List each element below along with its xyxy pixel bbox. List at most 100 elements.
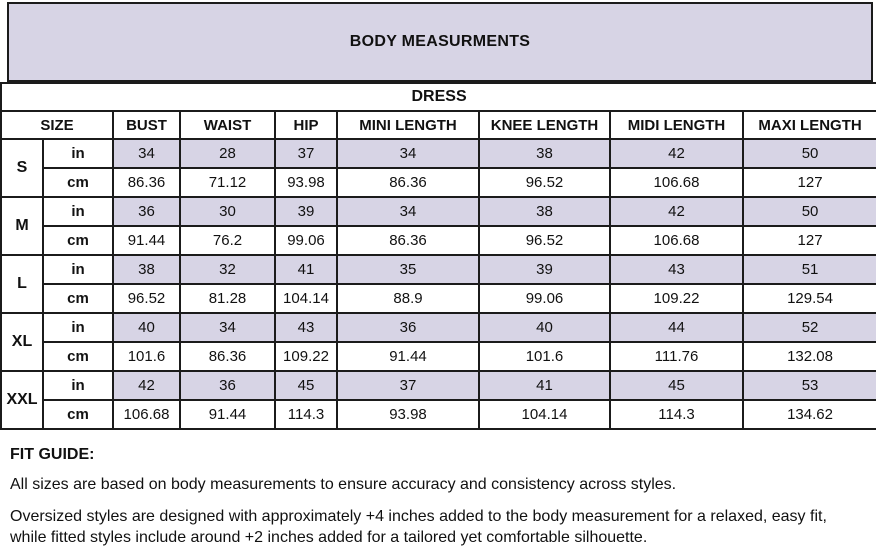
col-header-bust: BUST <box>112 110 181 140</box>
measurement-cell: 53 <box>741 370 876 401</box>
measurement-cell: 91.44 <box>336 341 480 372</box>
unit-cm-label: cm <box>42 225 114 256</box>
measurement-cell: 42 <box>609 196 744 227</box>
size-label-xxl: XXL <box>0 370 44 430</box>
size-xl-in-row: XL in 40 34 43 36 40 44 52 <box>0 312 876 372</box>
measurement-cell: 34 <box>336 138 480 169</box>
unit-in-label: in <box>42 312 114 343</box>
measurement-cell: 127 <box>741 225 876 256</box>
measurement-cell: 32 <box>179 254 276 285</box>
size-label-l: L <box>0 254 44 314</box>
measurement-cell: 99.06 <box>478 283 611 314</box>
measurement-cell: 34 <box>179 312 276 343</box>
measurement-cell: 93.98 <box>336 399 480 430</box>
measurement-cell: 38 <box>478 138 611 169</box>
measurement-cell: 109.22 <box>609 283 744 314</box>
measurement-cell: 91.44 <box>179 399 276 430</box>
col-header-mini-length: MINI LENGTH <box>336 110 480 140</box>
measurement-cell: 132.08 <box>741 341 876 372</box>
measurement-cell: 43 <box>274 312 338 343</box>
measurement-cell: 96.52 <box>478 225 611 256</box>
measurement-cell: 39 <box>478 254 611 285</box>
measurement-cell: 42 <box>112 370 181 401</box>
measurement-cell: 86.36 <box>112 167 181 198</box>
size-s-in-row: S in 34 28 37 34 38 42 50 <box>0 138 876 198</box>
size-l-in-row: L in 38 32 41 35 39 43 51 <box>0 254 876 314</box>
measurement-cell: 106.68 <box>609 225 744 256</box>
size-m-cm-row: cm 91.44 76.2 99.06 86.36 96.52 106.68 1… <box>1 225 876 256</box>
fit-guide-section: FIT GUIDE: All sizes are based on body m… <box>0 430 876 548</box>
col-header-size: SIZE <box>0 110 114 140</box>
unit-in-label: in <box>42 138 114 169</box>
measurement-cell: 38 <box>112 254 181 285</box>
measurement-cell: 101.6 <box>112 341 181 372</box>
measurement-cell: 30 <box>179 196 276 227</box>
measurement-cell: 52 <box>741 312 876 343</box>
measurement-cell: 86.36 <box>336 225 480 256</box>
measurement-cell: 96.52 <box>478 167 611 198</box>
size-l-cm-row: cm 96.52 81.28 104.14 88.9 99.06 109.22 … <box>1 283 876 314</box>
col-header-knee-length: KNEE LENGTH <box>478 110 611 140</box>
unit-in-label: in <box>42 370 114 401</box>
measurement-cell: 42 <box>609 138 744 169</box>
col-header-waist: WAIST <box>179 110 276 140</box>
measurement-cell: 96.52 <box>112 283 181 314</box>
measurement-cell: 34 <box>112 138 181 169</box>
size-xl-cm-row: cm 101.6 86.36 109.22 91.44 101.6 111.76… <box>1 341 876 372</box>
unit-cm-label: cm <box>42 283 114 314</box>
measurement-cell: 36 <box>112 196 181 227</box>
measurement-cell: 106.68 <box>112 399 181 430</box>
measurement-cell: 129.54 <box>741 283 876 314</box>
measurement-cell: 99.06 <box>274 225 338 256</box>
measurement-cell: 111.76 <box>609 341 744 372</box>
page-title: BODY MEASURMENTS <box>349 33 531 50</box>
measurement-cell: 86.36 <box>336 167 480 198</box>
measurement-cell: 50 <box>741 196 876 227</box>
measurement-cell: 41 <box>274 254 338 285</box>
size-xxl-in-row: XXL in 42 36 45 37 41 45 53 <box>0 370 876 430</box>
measurement-cell: 51 <box>741 254 876 285</box>
column-header-row: SIZE BUST WAIST HIP MINI LENGTH KNEE LEN… <box>0 110 876 140</box>
unit-in-label: in <box>42 196 114 227</box>
unit-cm-label: cm <box>42 167 114 198</box>
measurement-cell: 28 <box>179 138 276 169</box>
measurement-cell: 114.3 <box>274 399 338 430</box>
measurement-cell: 43 <box>609 254 744 285</box>
garment-type-label: DRESS <box>0 82 876 112</box>
measurement-cell: 127 <box>741 167 876 198</box>
fit-guide-line2: Oversized styles are designed with appro… <box>10 508 827 547</box>
measurement-cell: 39 <box>274 196 338 227</box>
measurement-cell: 44 <box>609 312 744 343</box>
measurement-cell: 50 <box>741 138 876 169</box>
measurement-cell: 86.36 <box>179 341 276 372</box>
measurement-cell: 76.2 <box>179 225 276 256</box>
measurement-cell: 71.12 <box>179 167 276 198</box>
measurement-cell: 81.28 <box>179 283 276 314</box>
measurement-cell: 104.14 <box>478 399 611 430</box>
col-header-midi-length: MIDI LENGTH <box>609 110 744 140</box>
size-s-cm-row: cm 86.36 71.12 93.98 86.36 96.52 106.68 … <box>1 167 876 198</box>
measurement-cell: 40 <box>112 312 181 343</box>
measurement-cell: 34 <box>336 196 480 227</box>
col-header-maxi-length: MAXI LENGTH <box>741 110 876 140</box>
measurement-cell: 134.62 <box>741 399 876 430</box>
measurement-cell: 45 <box>609 370 744 401</box>
measurement-cell: 40 <box>478 312 611 343</box>
measurement-cell: 37 <box>336 370 480 401</box>
measurement-cell: 106.68 <box>609 167 744 198</box>
unit-cm-label: cm <box>42 399 114 430</box>
size-label-s: S <box>0 138 44 198</box>
unit-cm-label: cm <box>42 341 114 372</box>
fit-guide-heading: FIT GUIDE: <box>10 446 95 463</box>
measurement-cell: 93.98 <box>274 167 338 198</box>
measurement-cell: 41 <box>478 370 611 401</box>
size-xxl-cm-row: cm 106.68 91.44 114.3 93.98 104.14 114.3… <box>1 399 876 430</box>
fit-guide-line1: All sizes are based on body measurements… <box>10 476 677 493</box>
size-label-m: M <box>0 196 44 256</box>
measurement-cell: 45 <box>274 370 338 401</box>
measurement-cell: 37 <box>274 138 338 169</box>
measurement-cell: 114.3 <box>609 399 744 430</box>
garment-type-row: DRESS <box>0 82 876 112</box>
measurement-cell: 38 <box>478 196 611 227</box>
measurement-cell: 36 <box>336 312 480 343</box>
